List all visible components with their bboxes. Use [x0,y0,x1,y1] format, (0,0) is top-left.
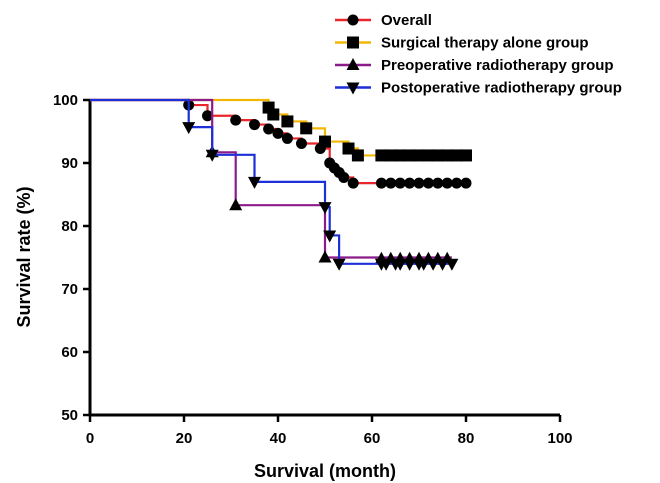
legend-marker [347,14,359,26]
data-point [450,149,463,162]
x-tick-label: 100 [547,430,572,447]
axes [88,100,560,417]
data-point [182,122,196,135]
legend-label: Surgical therapy alone group [381,35,589,52]
data-point [323,230,337,243]
legend-marker [347,36,359,49]
x-tick-label: 20 [176,430,193,447]
data-point [404,177,416,189]
x-tick-label: 60 [364,430,381,447]
data-point [332,258,346,271]
data-point [441,149,454,162]
data-point [413,177,425,189]
y-tick-label: 60 [61,344,78,361]
data-point [441,177,453,189]
data-point [229,198,243,211]
data-point [417,258,431,271]
data-point [413,149,425,162]
series-line [90,98,452,265]
y-tick-label: 80 [61,218,78,235]
data-point [375,149,388,162]
data-point [385,177,397,189]
data-point [281,132,293,144]
data-point [379,258,393,271]
legend-label: Preoperative radiotherapy group [381,57,614,74]
data-point [426,258,440,271]
y-tick-label: 70 [61,281,78,298]
data-point [445,258,459,271]
data-point [432,177,444,189]
data-point [403,149,416,162]
data-point [272,127,284,139]
y-tick-label: 50 [61,407,78,424]
series-3 [90,98,459,271]
data-point [318,250,332,263]
data-point [281,115,294,128]
data-point [319,135,331,148]
data-point [230,114,242,126]
data-point [394,149,407,162]
y-axis-label: Survival rate (%) [14,186,34,327]
data-point [436,258,449,271]
data-point [375,177,387,189]
data-point [351,149,364,162]
ticks: 0 20 40 60 80 100 50 60 70 80 90 100 [53,92,573,447]
legend: Overall Surgical therapy alone group Preop… [335,12,622,97]
data-point [451,177,463,189]
x-tick-label: 40 [270,430,287,447]
data-point [249,119,260,131]
data-point [263,123,275,135]
data-point [248,176,261,189]
legend-marker [346,58,360,70]
y-tick-label: 100 [53,92,78,109]
series-0 [90,98,472,189]
data-point [460,177,472,189]
data-point [338,171,350,183]
series-1 [90,98,472,162]
y-tick-label: 90 [61,155,78,172]
data-point [422,177,434,189]
data-point [300,122,313,135]
data-point [394,177,406,189]
data-point [267,108,280,121]
legend-label: Overall [381,12,432,29]
data-point [342,142,355,155]
data-point [403,258,417,271]
x-axis-label: Survival (month) [254,461,396,481]
data-point [318,202,332,215]
data-point [384,149,397,162]
data-point [393,258,407,271]
data-point [296,137,307,149]
legend-marker [346,82,360,95]
data-point [202,110,213,122]
data-point [431,149,444,162]
x-tick-label: 80 [458,430,475,447]
series-line [90,98,452,259]
data-point [422,149,435,162]
legend-label: Postoperative radiotherapy group [381,80,622,97]
x-tick-label: 0 [86,430,94,447]
data-point [460,149,472,162]
data-point [347,177,359,189]
series-line [90,98,466,157]
series-group [90,98,472,271]
data-point [205,149,219,162]
